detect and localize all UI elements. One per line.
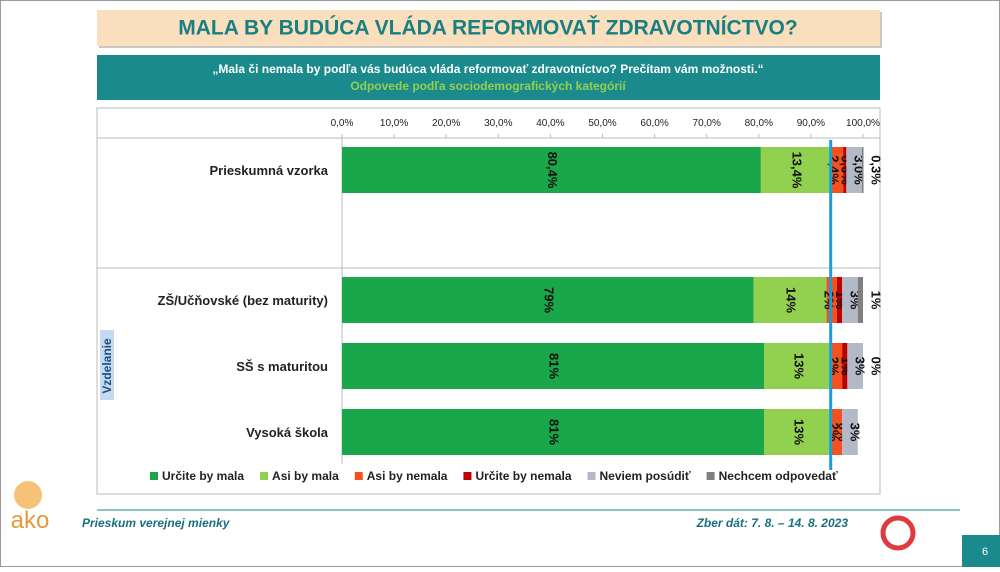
legend-label: Určite by mala bbox=[162, 469, 244, 483]
data-label: 79% bbox=[541, 287, 556, 313]
legend-label: Nechcem odpovedať bbox=[719, 469, 838, 483]
category-label: Prieskumná vzorka bbox=[209, 163, 328, 178]
subtitle: „Mala či nemala by podľa vás budúca vlád… bbox=[212, 62, 763, 76]
x-tick-label: 20,0% bbox=[432, 118, 460, 129]
x-tick-label: 90,0% bbox=[797, 118, 825, 129]
footer-right: Zber dát: 7. 8. – 14. 8. 2023 bbox=[696, 516, 849, 530]
bar-segment bbox=[764, 343, 832, 389]
legend-swatch bbox=[706, 472, 715, 480]
group-box bbox=[100, 330, 114, 400]
bar-segment bbox=[846, 147, 862, 193]
x-tick-label: 60,0% bbox=[640, 118, 668, 129]
bar-segment bbox=[764, 409, 832, 455]
title-banner bbox=[97, 10, 880, 46]
title: MALA BY BUDÚCA VLÁDA REFORMOVAŤ ZDRAVOTN… bbox=[178, 16, 797, 40]
bar-segment bbox=[342, 277, 754, 323]
x-tick-label: 10,0% bbox=[380, 118, 408, 129]
x-tick-label: 80,0% bbox=[745, 118, 773, 129]
data-label: 3% bbox=[853, 357, 868, 376]
data-label: 80,4% bbox=[545, 152, 560, 189]
data-label: 13% bbox=[791, 419, 806, 445]
bar-segment bbox=[830, 147, 844, 193]
bar-segment bbox=[753, 277, 827, 323]
legend-label: Asi by nemala bbox=[367, 469, 448, 483]
bar-segment bbox=[847, 343, 863, 389]
group-label: Vzdelanie bbox=[100, 338, 114, 394]
x-tick-label: 100,0% bbox=[846, 118, 880, 129]
page-box bbox=[962, 535, 1000, 567]
x-tick-label: 70,0% bbox=[693, 118, 721, 129]
legend-swatch bbox=[260, 472, 269, 480]
bar-segment bbox=[342, 147, 761, 193]
legend-swatch bbox=[587, 472, 596, 480]
bar-segment bbox=[342, 409, 765, 455]
data-label: 3% bbox=[848, 423, 863, 442]
legend-label: Určite by nemala bbox=[475, 469, 571, 483]
logo-head bbox=[14, 481, 42, 509]
data-label: 2% bbox=[821, 291, 836, 310]
data-label: 1% bbox=[869, 291, 884, 310]
category-label: SŠ s maturitou bbox=[236, 359, 328, 374]
data-label: 81% bbox=[547, 419, 562, 445]
logo: ako bbox=[11, 507, 50, 534]
partner-logo bbox=[880, 515, 916, 551]
legend-swatch bbox=[354, 472, 363, 480]
bar-segment bbox=[836, 277, 843, 323]
footer-left: Prieskum verejnej mienky bbox=[82, 516, 231, 530]
bar-segment bbox=[842, 277, 858, 323]
bar-segment bbox=[843, 147, 847, 193]
bar-segment bbox=[861, 147, 864, 193]
category-label: Vysoká škola bbox=[246, 425, 329, 440]
x-tick-label: 0,0% bbox=[331, 118, 354, 129]
data-label: 81% bbox=[547, 353, 562, 379]
subtitle-2: Odpovede podľa sociodemografických kateg… bbox=[350, 79, 626, 93]
x-tick-label: 50,0% bbox=[588, 118, 616, 129]
x-tick-label: 30,0% bbox=[484, 118, 512, 129]
bar-segment bbox=[342, 343, 765, 389]
page-number: 6 bbox=[982, 546, 988, 558]
data-label: 3,0% bbox=[852, 155, 867, 185]
x-tick-label: 40,0% bbox=[536, 118, 564, 129]
data-label: 13% bbox=[791, 353, 806, 379]
data-label: 0% bbox=[869, 357, 884, 376]
subtitle-box bbox=[97, 55, 880, 100]
legend-label: Asi by mala bbox=[272, 469, 339, 483]
legend-label: Neviem posúdiť bbox=[600, 469, 691, 483]
bar-segment bbox=[831, 409, 843, 455]
bar-segment bbox=[831, 343, 843, 389]
bar-segment bbox=[842, 409, 858, 455]
data-label: 0,3% bbox=[869, 155, 884, 185]
legend-swatch bbox=[463, 472, 472, 480]
category-label: ZŠ/Učňovské (bez maturity) bbox=[158, 293, 329, 308]
legend-swatch bbox=[150, 472, 158, 480]
data-label: 13,4% bbox=[789, 152, 804, 189]
data-label: 14% bbox=[784, 287, 799, 313]
bar-segment bbox=[842, 343, 848, 389]
bar-segment bbox=[760, 147, 831, 193]
bar-segment bbox=[857, 277, 863, 323]
